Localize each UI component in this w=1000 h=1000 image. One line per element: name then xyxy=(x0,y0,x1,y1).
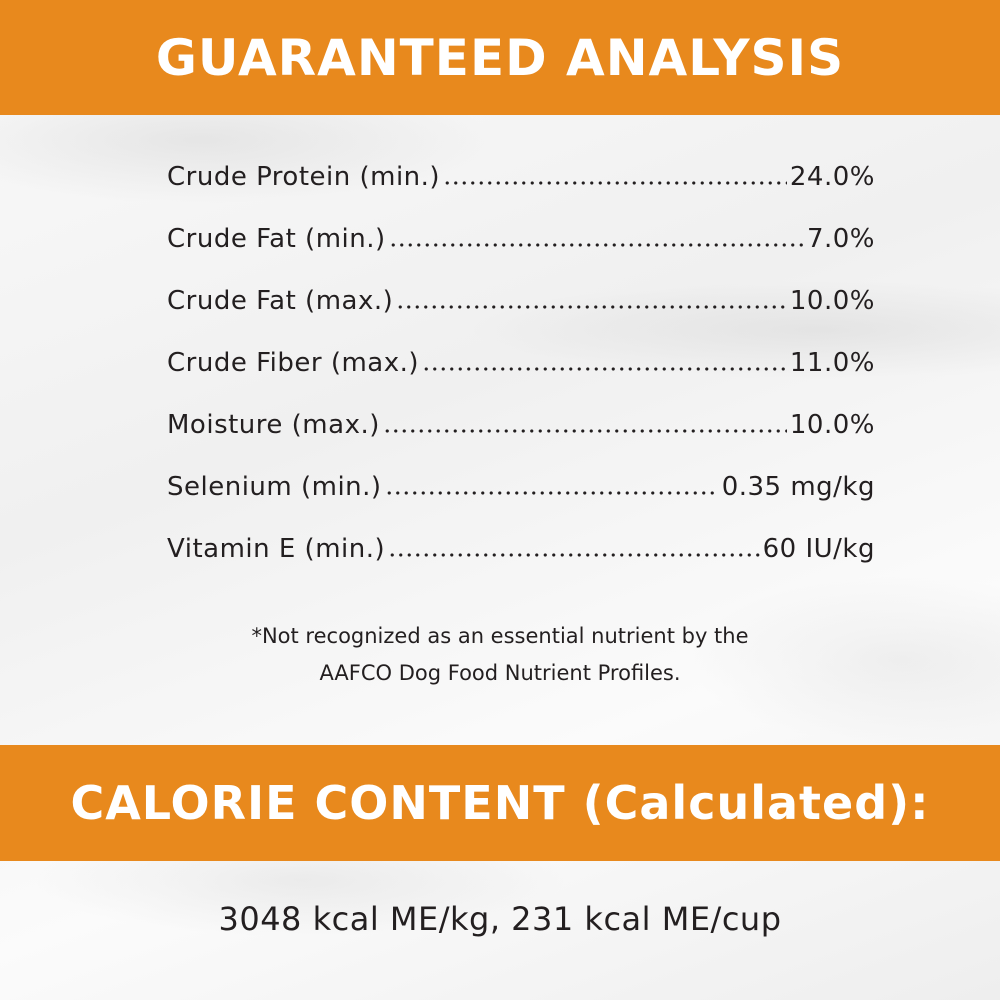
row-label: Selenium (min.) xyxy=(167,472,382,502)
leader-dots xyxy=(388,553,760,557)
leader-dots xyxy=(382,429,787,433)
row-value: 60 IU/kg xyxy=(762,534,875,564)
row-label: Crude Fat (min.) xyxy=(167,224,386,254)
row-value: 7.0% xyxy=(806,224,875,254)
footnote: *Not recognized as an essential nutrient… xyxy=(0,618,1000,692)
header-title: GUARANTEED ANALYSIS xyxy=(155,28,845,87)
row-label: Moisture (max.) xyxy=(167,410,380,440)
footnote-line: *Not recognized as an essential nutrient… xyxy=(251,624,749,648)
leader-dots xyxy=(384,491,719,495)
row-value: 0.35 mg/kg xyxy=(721,472,875,502)
row-label: Crude Fiber (max.) xyxy=(167,348,420,378)
row-label: Crude Protein (min.) xyxy=(167,162,441,192)
row-label: Crude Fat (max.) xyxy=(167,286,394,316)
row-value: 10.0% xyxy=(789,410,875,440)
analysis-row: Crude Fat (min.) 7.0% xyxy=(167,224,875,286)
leader-dots xyxy=(443,181,787,185)
analysis-row: Crude Fiber (max.) 11.0% xyxy=(167,348,875,410)
row-label: Vitamin E (min.) xyxy=(167,534,386,564)
leader-dots xyxy=(388,243,804,247)
calorie-banner: CALORIE CONTENT (Calculated): xyxy=(0,745,1000,861)
analysis-row: Vitamin E (min.) 60 IU/kg xyxy=(167,534,875,596)
footnote-line: AAFCO Dog Food Nutrient Profiles. xyxy=(319,661,681,685)
analysis-row: Crude Fat (max.) 10.0% xyxy=(167,286,875,348)
analysis-list: Crude Protein (min.) 24.0% Crude Fat (min.… xyxy=(167,162,875,596)
analysis-row: Crude Protein (min.) 24.0% xyxy=(167,162,875,224)
row-value: 24.0% xyxy=(789,162,875,192)
leader-dots xyxy=(396,305,787,309)
analysis-row: Selenium (min.) 0.35 mg/kg xyxy=(167,472,875,534)
header-banner: GUARANTEED ANALYSIS xyxy=(0,0,1000,115)
calorie-title: CALORIE CONTENT (Calculated): xyxy=(70,776,930,830)
leader-dots xyxy=(422,367,787,371)
row-value: 11.0% xyxy=(789,348,875,378)
row-value: 10.0% xyxy=(789,286,875,316)
analysis-row: Moisture (max.) 10.0% xyxy=(167,410,875,472)
calorie-text: 3048 kcal ME/kg, 231 kcal ME/cup xyxy=(218,900,782,938)
